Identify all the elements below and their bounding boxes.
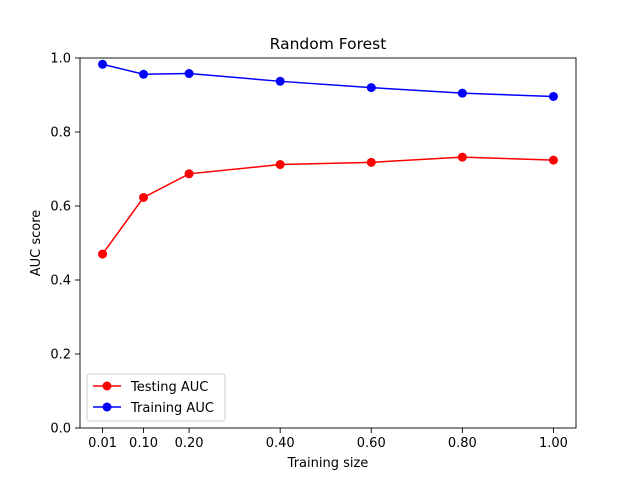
data-point-training-auc <box>139 69 149 79</box>
y-tick-label: 0.4 <box>50 274 71 289</box>
x-tick-label: 0.40 <box>266 436 295 451</box>
data-point-testing-auc <box>139 192 149 202</box>
data-point-training-auc <box>275 76 285 86</box>
x-tick-label: 1.00 <box>539 436 568 451</box>
y-tick-label: 0.2 <box>50 348 71 363</box>
x-tick-label: 0.01 <box>88 436 117 451</box>
y-tick-label: 1.0 <box>50 52 71 67</box>
series-training-auc <box>98 59 558 101</box>
data-point-testing-auc <box>98 249 108 259</box>
x-axis-ticks: 0.01 0.10 0.20 0.40 0.60 0.80 1.00 <box>88 428 568 451</box>
x-tick-label: 0.10 <box>129 436 158 451</box>
y-axis-label: AUC score <box>29 210 44 277</box>
legend-label-testing-auc: Testing AUC <box>130 380 208 395</box>
x-tick-label: 0.20 <box>175 436 204 451</box>
data-point-testing-auc <box>366 157 376 167</box>
data-point-training-auc <box>98 59 108 69</box>
legend: Testing AUC Training AUC <box>86 373 226 422</box>
data-point-training-auc <box>548 91 558 101</box>
chart-title: Random Forest <box>270 35 387 53</box>
data-point-testing-auc <box>548 155 558 165</box>
data-point-testing-auc <box>275 160 285 170</box>
y-tick-label: 0.6 <box>50 200 71 215</box>
x-axis-label: Training size <box>287 456 369 471</box>
plot-background <box>80 58 576 428</box>
x-tick-label: 0.80 <box>448 436 477 451</box>
series-layer <box>98 59 558 259</box>
plot-area <box>80 58 576 428</box>
legend-label-training-auc: Training AUC <box>130 401 214 416</box>
legend-box <box>86 373 226 422</box>
legend-marker-training-auc <box>102 402 112 412</box>
data-point-training-auc <box>457 88 467 98</box>
series-testing-auc <box>98 152 558 259</box>
data-point-training-auc <box>366 83 376 93</box>
y-axis-ticks: 0.0 0.2 0.4 0.6 0.8 1.0 <box>50 52 80 437</box>
data-point-training-auc <box>184 69 194 79</box>
legend-marker-testing-auc <box>102 381 112 391</box>
plot-frame <box>79 57 577 429</box>
x-tick-label: 0.60 <box>357 436 386 451</box>
data-point-testing-auc <box>457 152 467 162</box>
y-tick-label: 0.8 <box>50 126 71 141</box>
y-tick-label: 0.0 <box>50 422 71 437</box>
data-point-testing-auc <box>184 169 194 179</box>
